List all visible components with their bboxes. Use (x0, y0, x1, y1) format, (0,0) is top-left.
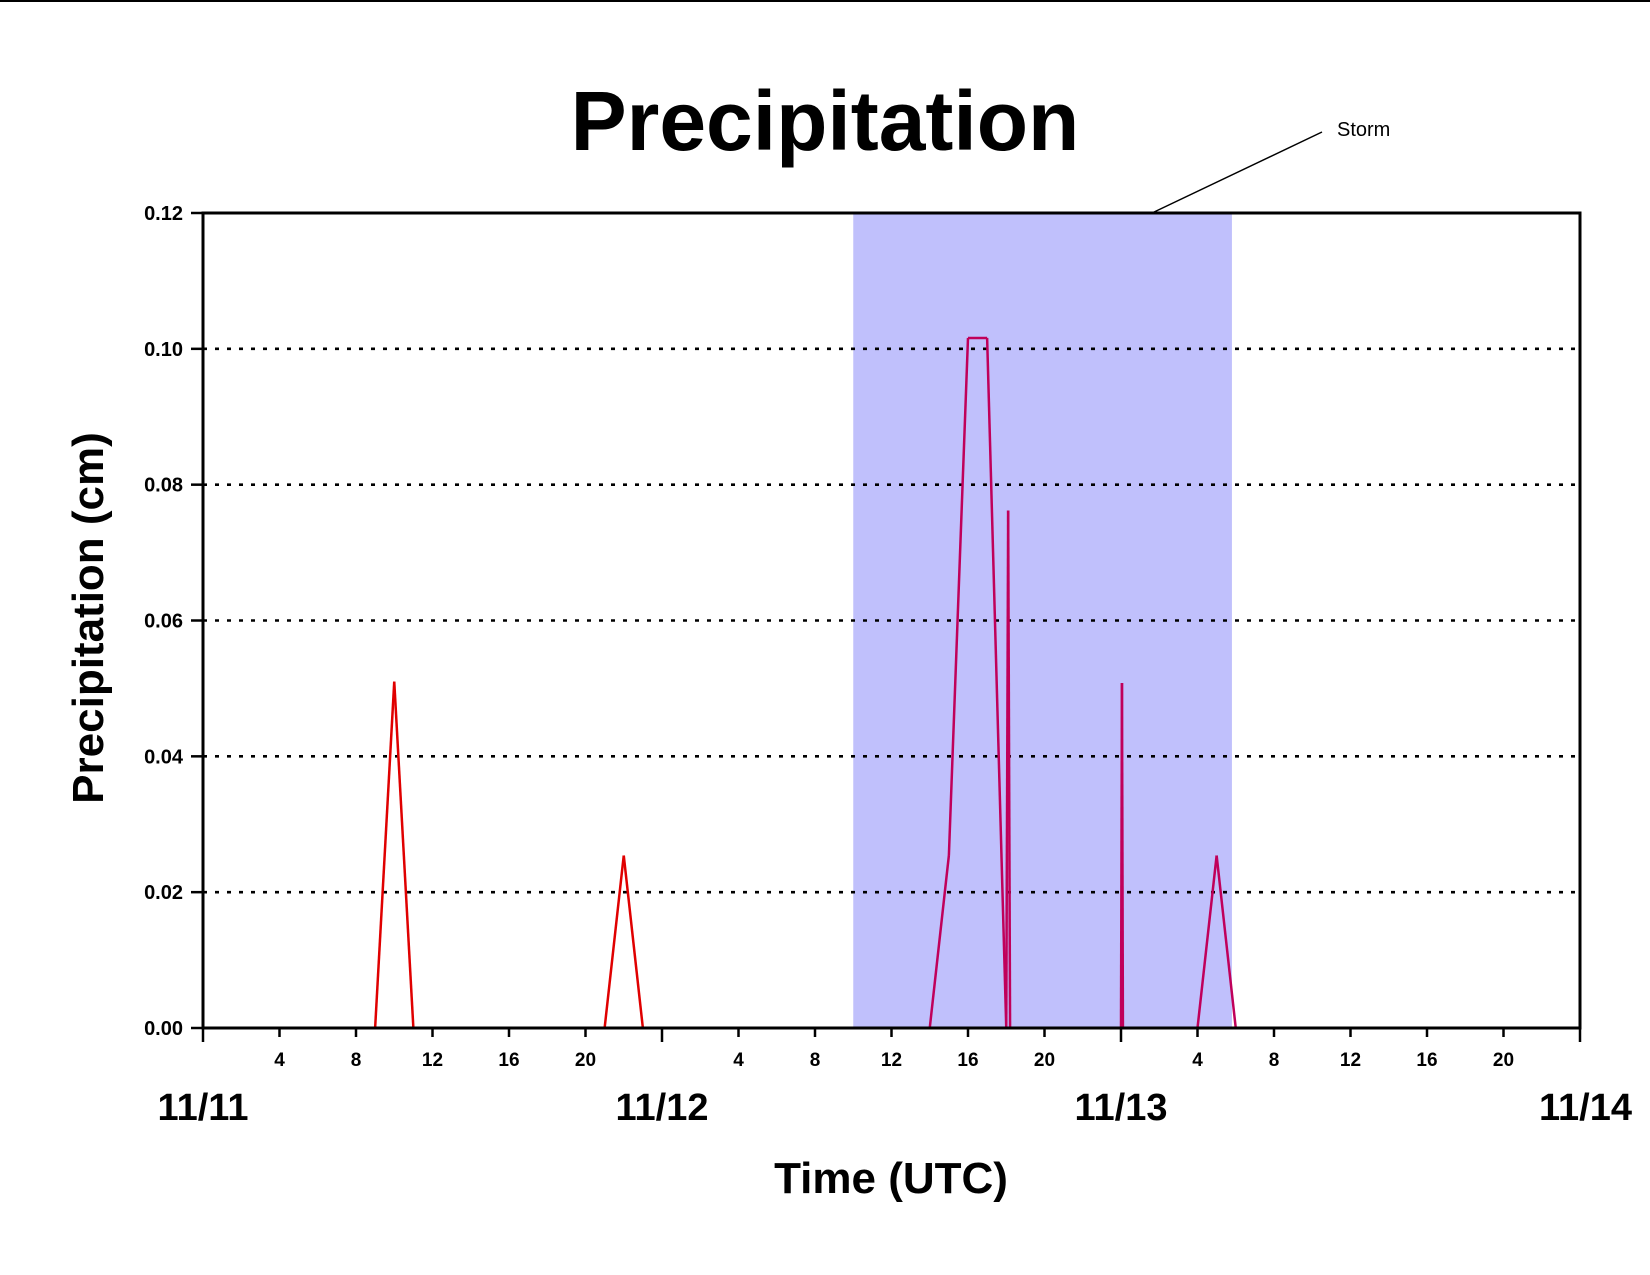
date-label-3: 11/14 (1539, 1087, 1632, 1129)
plot-area: 0.00 0.02 0.04 0.06 0.08 0.10 0.12 4 8 12 16 20 4 8 12… (144, 119, 1632, 1129)
date-label-2: 11/13 (1075, 1087, 1168, 1129)
series-segment-1 (373, 681, 396, 1029)
x-hour-label-2-8: 8 (1269, 1050, 1280, 1071)
x-hour-label-0-20: 20 (575, 1050, 596, 1071)
x-hour-label-0-8: 8 (351, 1050, 362, 1071)
x-axis-title: Time (UTC) (774, 1154, 1008, 1203)
x-hour-label-0-16: 16 (498, 1050, 519, 1071)
series-segment-4 (603, 855, 625, 1029)
y-tick-label-3: 0.06 (144, 611, 183, 633)
x-hour-label-1-12: 12 (881, 1050, 902, 1071)
y-tick-label-5: 0.10 (144, 339, 183, 361)
y-tick-label-1: 0.02 (144, 882, 183, 904)
date-label-0: 11/11 (158, 1087, 249, 1129)
series-segment-18 (1196, 855, 1218, 1029)
storm-shade-band (853, 213, 1232, 1028)
x-hour-label-1-4: 4 (733, 1050, 744, 1071)
series-segment-5 (622, 855, 645, 1029)
y-tick-label-4: 0.08 (144, 475, 183, 497)
y-tick-label-2: 0.04 (144, 746, 184, 768)
series-segment-7 (928, 855, 951, 1029)
storm-annotation-label: Storm (1337, 119, 1390, 141)
y-tick-label-0: 0.00 (144, 1018, 183, 1040)
x-hour-label-0-4: 4 (274, 1050, 285, 1071)
storm-annotation-line (1151, 131, 1323, 214)
series-segment-10 (985, 337, 1008, 1029)
x-hour-label-2-16: 16 (1416, 1050, 1437, 1071)
y-axis-title: Precipitation (cm) (64, 432, 113, 804)
date-label-1: 11/12 (616, 1087, 709, 1129)
x-hour-label-0-12: 12 (422, 1050, 443, 1071)
x-hour-label-2-12: 12 (1340, 1050, 1361, 1071)
series-segment-2 (393, 681, 415, 1029)
x-hour-label-1-8: 8 (810, 1050, 821, 1071)
series-segment-12 (1006, 510, 1012, 1029)
x-hour-label-2-4: 4 (1192, 1050, 1203, 1071)
x-hour-label-2-20: 20 (1493, 1050, 1514, 1071)
x-hour-label-1-20: 20 (1034, 1050, 1055, 1071)
chart-title: Precipitation (571, 74, 1080, 168)
series-segment-16 (1120, 682, 1125, 1029)
series-segment-8 (947, 337, 970, 856)
series-segment-19 (1215, 855, 1237, 1029)
y-tick-label-6: 0.12 (144, 203, 183, 225)
x-hour-label-1-16: 16 (957, 1050, 978, 1071)
